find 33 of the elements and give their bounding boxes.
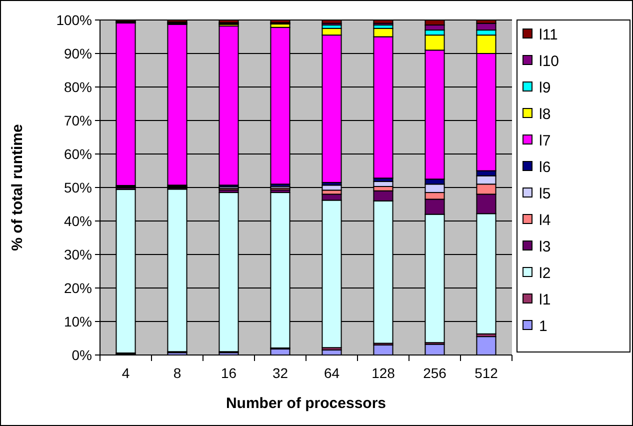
legend-label: l9 — [539, 79, 551, 96]
legend-label: l8 — [539, 106, 551, 123]
x-tick-label: 256 — [423, 365, 447, 381]
y-tick-label: 50% — [64, 179, 92, 196]
x-tick-label: 16 — [220, 365, 237, 381]
x-tick-label: 64 — [324, 365, 340, 381]
legend-label: l3 — [539, 238, 551, 256]
y-tick-label: 30% — [64, 246, 92, 262]
x-tick-label: 8 — [173, 365, 182, 381]
y-tick-label: 60% — [64, 146, 92, 162]
y-tick-label: 90% — [64, 45, 92, 62]
y-tick-label: 70% — [64, 112, 92, 128]
legend-label: 1 — [539, 318, 548, 335]
x-tick-label: 128 — [372, 365, 396, 381]
y-tick-label: 10% — [64, 313, 92, 330]
y-tick-label: 20% — [64, 280, 92, 296]
legend-label: l7 — [539, 132, 551, 150]
legend-label: l10 — [539, 52, 560, 70]
y-tick-label: 40% — [64, 212, 92, 229]
legend-label: l5 — [539, 185, 551, 202]
y-tick-label: 0% — [72, 346, 92, 363]
legend-label: l4 — [539, 212, 551, 229]
legend-label: l2 — [539, 264, 551, 282]
legend-label: l11 — [539, 26, 558, 44]
legend-label: l6 — [539, 158, 551, 176]
y-tick-label: 80% — [64, 78, 92, 95]
legend-label: l1 — [539, 291, 551, 308]
x-axis-title: Number of processors — [226, 395, 386, 412]
x-tick-label: 4 — [122, 365, 130, 381]
y-axis-title: % of total runtime — [9, 124, 26, 251]
x-tick-label: 512 — [474, 365, 498, 381]
x-tick-label: 32 — [272, 365, 288, 381]
y-tick-label: 100% — [56, 12, 92, 28]
